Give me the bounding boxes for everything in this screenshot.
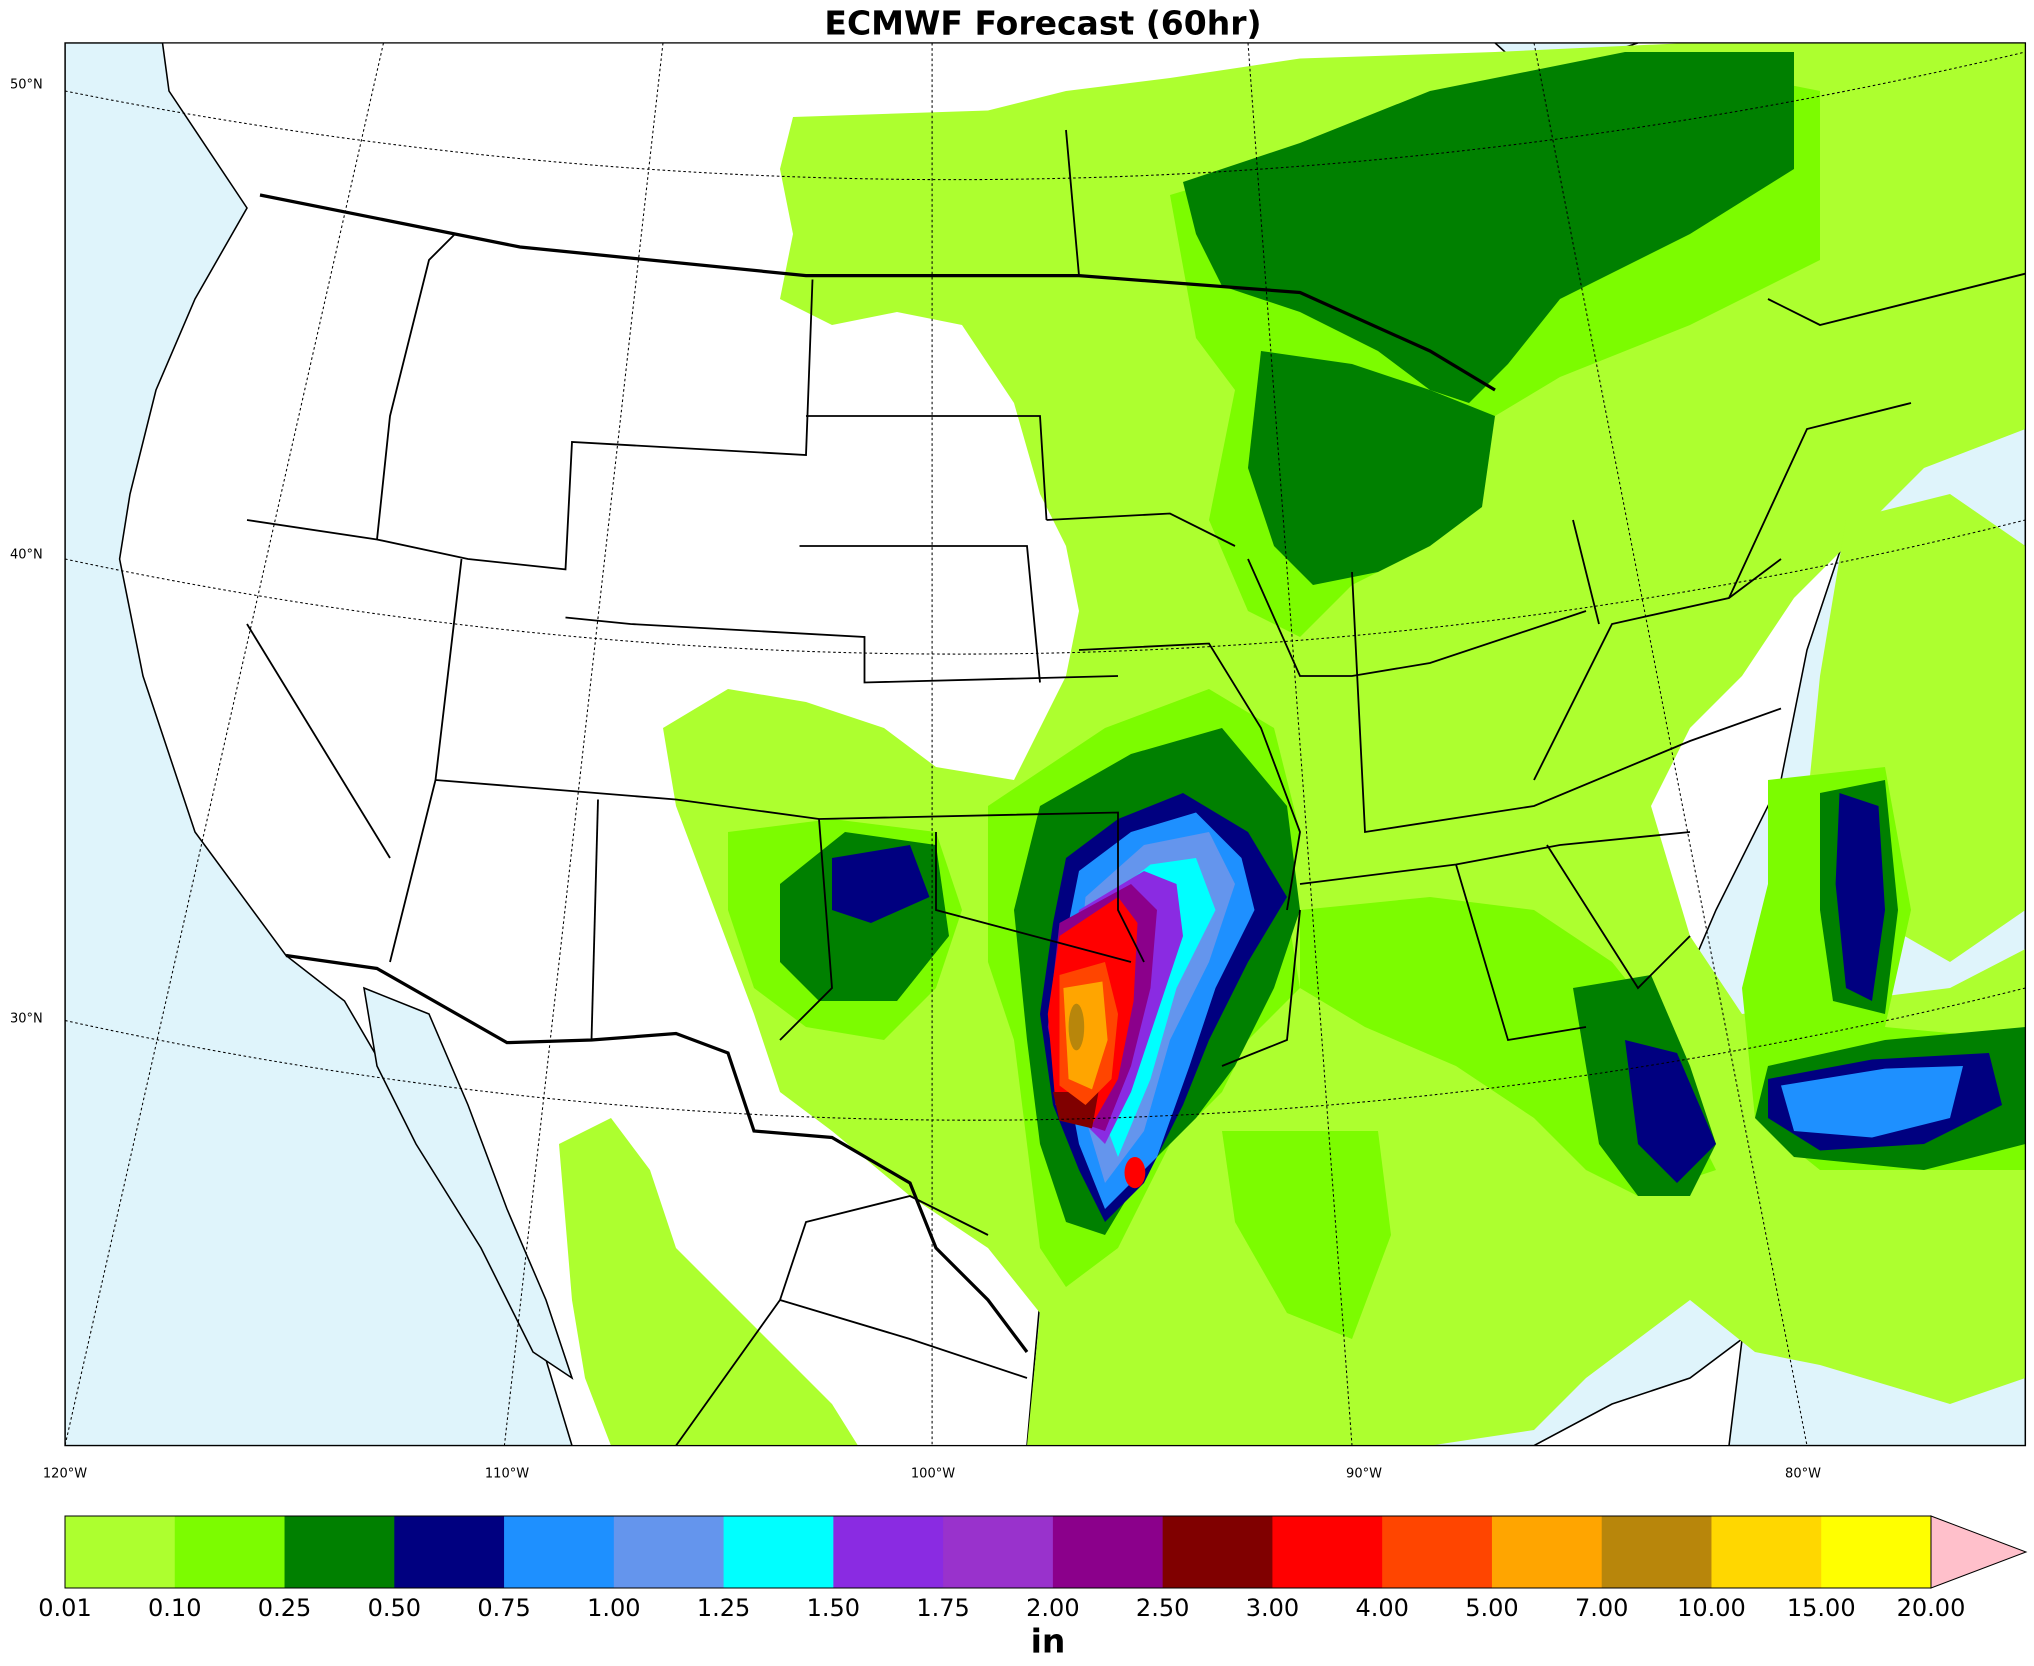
colorbar-box — [943, 1516, 1054, 1588]
colorbar-label: 2.00 — [1026, 1594, 1079, 1622]
map-title: ECMWF Forecast (60hr) — [824, 4, 1261, 43]
colorbar-label: 5.00 — [1465, 1594, 1518, 1622]
colorbar-label: 1.25 — [697, 1594, 750, 1622]
colorbar-box — [1711, 1516, 1822, 1588]
colorbar-box — [174, 1516, 286, 1588]
colorbar-box — [1162, 1516, 1273, 1588]
colorbar-unit: in — [1031, 1622, 1066, 1661]
colorbar-label: 0.50 — [368, 1594, 421, 1622]
colorbar-label: 3.00 — [1246, 1594, 1299, 1622]
colorbar-label: 10.00 — [1677, 1594, 1746, 1622]
colorbar-label: 0.01 — [38, 1594, 91, 1622]
colorbar-label: 1.50 — [807, 1594, 860, 1622]
map-frame — [64, 42, 2027, 1447]
colorbar-label: 1.00 — [587, 1594, 640, 1622]
colorbar-box — [504, 1516, 615, 1588]
colorbar-label: 0.10 — [148, 1594, 201, 1622]
colorbar-extension — [1930, 1515, 2028, 1589]
lon-label: 120°W — [43, 1467, 87, 1482]
map — [64, 42, 2027, 1447]
graticule — [64, 42, 2026, 1446]
colorbar-box — [1382, 1516, 1493, 1588]
lat-label: 30°N — [10, 1012, 43, 1027]
colorbar-frame — [64, 1515, 1932, 1589]
colorbar-label: 20.00 — [1897, 1594, 1966, 1622]
colorbar-label: 0.75 — [477, 1594, 530, 1622]
colorbar-label: 2.50 — [1136, 1594, 1189, 1622]
colorbar-label: 0.25 — [258, 1594, 311, 1622]
colorbar-box — [1491, 1516, 1603, 1588]
colorbar-box — [1601, 1516, 1712, 1588]
lon-label: 110°W — [485, 1467, 529, 1482]
lat-label: 50°N — [10, 78, 43, 93]
colorbar-label: 15.00 — [1787, 1594, 1856, 1622]
lon-label: 90°W — [1346, 1467, 1382, 1482]
colorbar-box — [833, 1516, 944, 1588]
colorbar-box — [1821, 1516, 1932, 1588]
colorbar-box — [394, 1516, 505, 1588]
colorbar-label: 4.00 — [1355, 1594, 1408, 1622]
colorbar-box — [723, 1516, 834, 1588]
colorbar-box — [1052, 1516, 1164, 1588]
borders — [246, 129, 2026, 1446]
colorbar-box — [1272, 1516, 1383, 1588]
colorbar-label: 7.00 — [1575, 1594, 1628, 1622]
lon-label: 100°W — [911, 1467, 955, 1482]
colorbar-box — [284, 1516, 395, 1588]
colorbar-label: 1.75 — [916, 1594, 969, 1622]
colorbar-box — [613, 1516, 725, 1588]
lon-label: 80°W — [1785, 1467, 1821, 1482]
precipitation — [558, 42, 2026, 1446]
colorbar-box — [65, 1516, 176, 1588]
lat-label: 40°N — [10, 548, 43, 563]
